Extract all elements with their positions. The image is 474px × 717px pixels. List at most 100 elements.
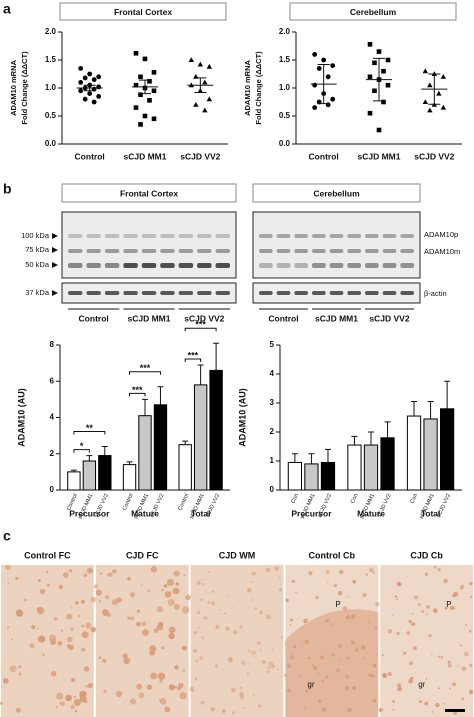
cell <box>123 657 131 665</box>
cell <box>433 608 438 613</box>
cell <box>197 627 200 629</box>
cell <box>286 688 292 693</box>
cell <box>409 661 413 666</box>
cell <box>61 629 64 632</box>
cell <box>352 579 357 584</box>
cell <box>468 689 474 695</box>
cell <box>182 669 186 672</box>
cell <box>163 584 168 588</box>
region-label: gr <box>307 680 314 689</box>
cell <box>161 588 164 592</box>
image-label: CJD WM <box>219 550 256 560</box>
cell <box>178 682 184 689</box>
cell <box>31 624 36 630</box>
cell <box>312 665 318 671</box>
cell <box>38 612 41 615</box>
data-point <box>376 49 382 54</box>
cell <box>11 638 13 641</box>
error-bar <box>213 342 220 371</box>
cell <box>375 602 380 607</box>
cell <box>464 624 468 627</box>
marker-arrow <box>52 247 58 253</box>
blot-band <box>178 249 194 253</box>
cell <box>122 653 128 659</box>
data-point <box>133 105 139 110</box>
cell <box>173 570 180 577</box>
data-point <box>142 113 148 119</box>
blot-band <box>400 234 414 238</box>
cell <box>440 655 444 659</box>
cell <box>406 630 411 635</box>
data-point <box>147 78 152 84</box>
blot-band <box>312 249 326 253</box>
data-point <box>96 74 102 80</box>
cell <box>368 620 371 624</box>
cell <box>90 596 97 603</box>
data-point <box>376 127 382 133</box>
data-point <box>91 99 97 105</box>
cell <box>111 569 117 574</box>
group-label: Mature <box>131 508 159 518</box>
cell <box>414 595 418 600</box>
cell <box>87 682 94 689</box>
cell <box>7 581 10 585</box>
blot-band <box>347 234 361 238</box>
cell <box>200 598 204 602</box>
error-bar <box>324 448 331 463</box>
significance-label: *** <box>188 350 199 360</box>
data-point <box>422 68 429 74</box>
blot-band <box>347 263 361 268</box>
data-point <box>142 56 148 62</box>
cell <box>85 685 88 688</box>
cell <box>59 702 61 705</box>
cell <box>403 651 407 655</box>
cell <box>250 581 253 584</box>
bar <box>423 418 438 491</box>
cell <box>141 621 147 627</box>
y-tick-label: 2.0 <box>45 27 57 36</box>
data-point <box>385 57 391 63</box>
cell <box>289 624 292 627</box>
cell <box>232 711 236 715</box>
y-axis-label: Fold Change (ΔΔCT) <box>20 51 29 125</box>
size-marker: 100 kDa <box>21 231 50 240</box>
error-bar <box>373 57 385 102</box>
cell <box>447 660 451 664</box>
cell <box>215 664 218 667</box>
data-point <box>202 79 208 85</box>
error-bar <box>194 77 207 93</box>
cell <box>271 648 274 651</box>
significance-label: * <box>80 441 84 451</box>
cell <box>80 599 85 604</box>
y-axis-label: ADAM10 mRNA <box>243 59 252 115</box>
cell <box>175 582 179 586</box>
cell <box>368 673 373 678</box>
cell <box>450 605 455 611</box>
cell <box>93 584 98 589</box>
cell <box>424 701 429 706</box>
cell <box>276 668 279 671</box>
cell <box>351 640 355 645</box>
data-point <box>367 74 373 80</box>
blot-band <box>276 234 291 238</box>
y-axis-label: Fold Change (ΔΔCT) <box>254 51 263 125</box>
image-label: Control Cb <box>309 550 356 560</box>
cell <box>73 698 81 707</box>
cell <box>291 579 295 583</box>
blot-band <box>259 234 273 238</box>
bar <box>363 444 379 491</box>
cell <box>408 678 413 684</box>
cell <box>432 711 434 713</box>
cell <box>301 644 304 647</box>
y-tick-label: 4 <box>270 369 275 378</box>
blot-band <box>160 249 175 253</box>
cell <box>396 581 402 587</box>
cell <box>372 571 375 574</box>
cell <box>246 587 252 593</box>
blot-band <box>400 291 414 295</box>
cell <box>136 609 140 613</box>
blot-band <box>215 249 230 253</box>
cell <box>325 675 329 679</box>
blot-band <box>276 263 291 268</box>
image-label: Control FC <box>24 550 71 560</box>
